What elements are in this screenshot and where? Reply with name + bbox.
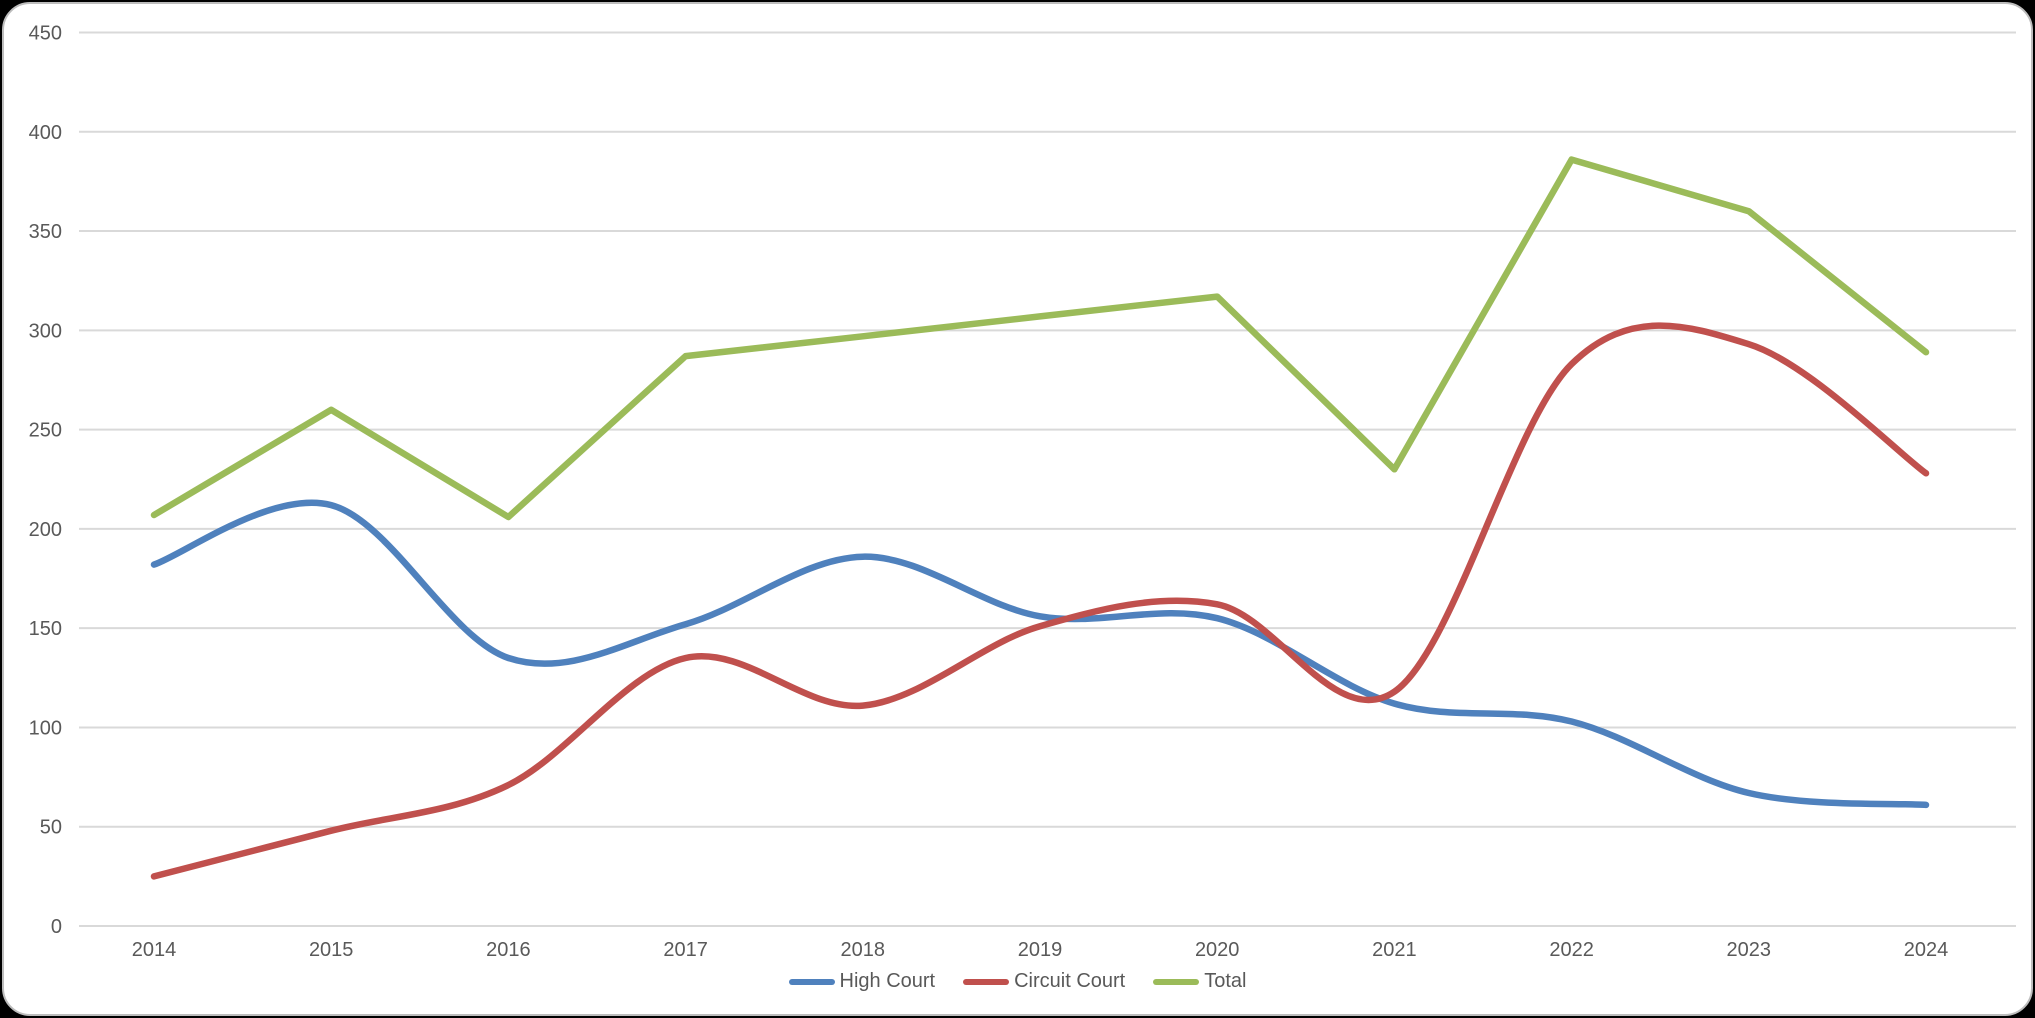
series-line-high-court <box>150 499 1930 809</box>
legend-label-circuit-court: Circuit Court <box>1014 970 1126 992</box>
legend-swatch-circuit-court <box>963 978 1010 985</box>
x-axis-tick-label: 2023 <box>1727 939 1772 961</box>
legend-label-high-court: High Court <box>839 970 936 992</box>
y-axis-tick-label: 150 <box>29 618 62 640</box>
legend-item-high-court: High Court <box>788 970 936 993</box>
series-line-circuit-court <box>150 322 1930 880</box>
x-axis-tick-label: 2015 <box>309 939 354 961</box>
x-axis-tick-label: 2017 <box>663 939 708 961</box>
legend-label-total: Total <box>1204 970 1247 992</box>
legend-swatch-high-court <box>788 978 835 985</box>
x-axis-tick-label: 2019 <box>1018 939 1063 961</box>
legend-item-circuit-court: Circuit Court <box>963 970 1125 993</box>
x-axis-tick-label: 2021 <box>1372 939 1417 961</box>
legend-item-total: Total <box>1153 970 1247 993</box>
x-axis-tick-label: 2022 <box>1549 939 1594 961</box>
x-axis-tick-label: 2020 <box>1195 939 1240 961</box>
x-axis-tick-label: 2024 <box>1904 939 1949 961</box>
x-axis-tick-label: 2016 <box>486 939 531 961</box>
x-axis-tick-label: 2014 <box>132 939 177 961</box>
y-axis-tick-label: 450 <box>29 23 62 45</box>
y-axis-tick-label: 250 <box>29 420 62 442</box>
y-axis-tick-label: 50 <box>40 817 62 839</box>
y-axis-tick-label: 350 <box>29 221 62 243</box>
series-line-total <box>150 156 1930 521</box>
legend-swatch-total <box>1153 978 1200 985</box>
y-axis-tick-label: 0 <box>51 916 62 938</box>
chart-legend: High Court Circuit Court Total <box>788 970 1247 993</box>
y-axis-tick-label: 400 <box>29 122 62 144</box>
y-axis-tick-label: 100 <box>29 717 62 739</box>
x-axis-tick-label: 2018 <box>841 939 886 961</box>
y-axis-tick-label: 200 <box>29 519 62 541</box>
line-chart: 0 50 100 150 200 250 300 350 400 450 2014 2015 2016 2… <box>29 23 2016 961</box>
y-axis-tick-label: 300 <box>29 320 62 342</box>
